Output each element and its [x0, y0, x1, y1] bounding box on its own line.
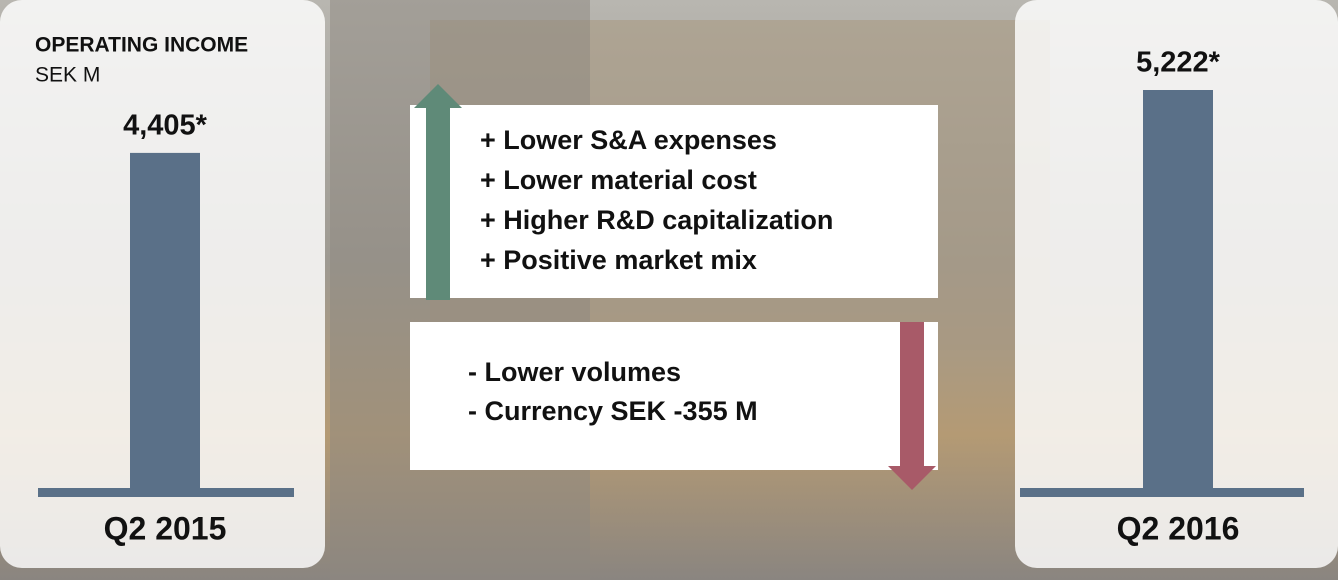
- baseline: [38, 488, 294, 497]
- chart-subtitle: SEK M: [35, 64, 100, 87]
- bar: [1143, 90, 1213, 492]
- positive-factor: + Lower material cost: [480, 165, 757, 195]
- value-label: 5,222*: [1136, 47, 1221, 79]
- positive-factor: + Higher R&D capitalization: [480, 205, 833, 235]
- negative-list: - Lower volumes - Currency SEK -355 M: [468, 357, 758, 426]
- chart-title: OPERATING INCOME: [35, 34, 248, 57]
- negative-box: [410, 322, 938, 470]
- positive-box: [410, 105, 938, 298]
- positive-factor: + Lower S&A expenses: [480, 125, 777, 155]
- category-label: Q2 2015: [104, 510, 227, 546]
- bar: [130, 152, 200, 492]
- positive-factor: + Positive market mix: [480, 245, 757, 275]
- value-label: 4,405*: [123, 110, 208, 142]
- up-arrow: [414, 84, 462, 300]
- negative-factor: - Currency SEK -355 M: [468, 396, 758, 426]
- baseline: [1020, 488, 1304, 497]
- positive-list: + Lower S&A expenses + Lower material cos…: [480, 125, 833, 275]
- negative-factor: - Lower volumes: [468, 357, 681, 387]
- category-label: Q2 2016: [1117, 510, 1240, 546]
- down-arrow: [888, 322, 936, 490]
